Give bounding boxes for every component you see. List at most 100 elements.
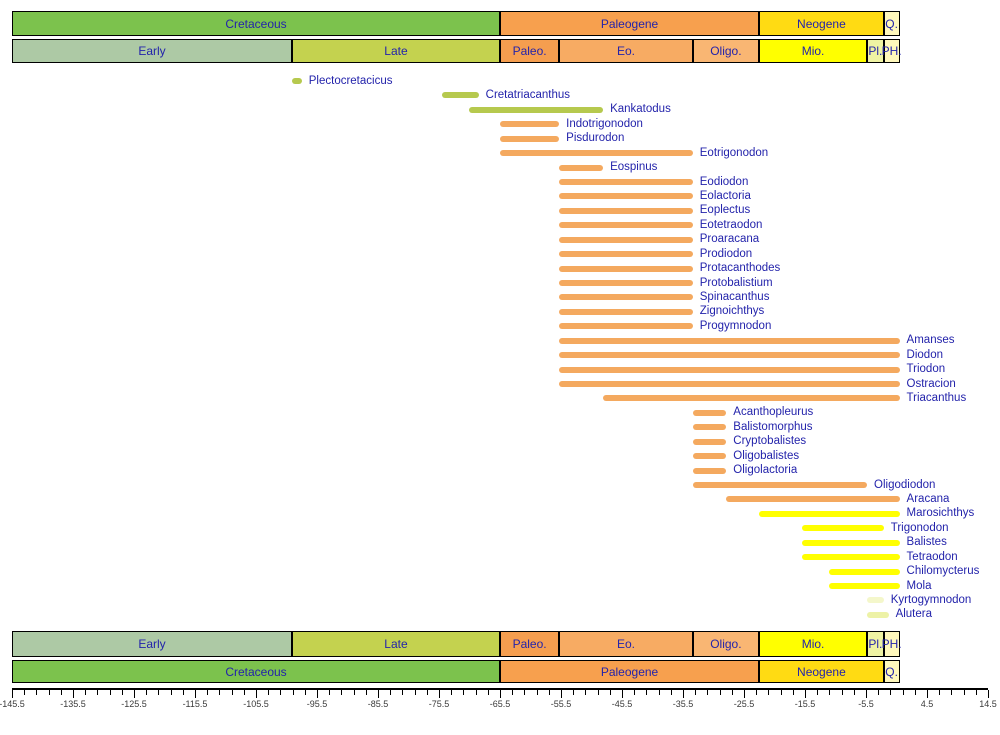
axis-minor-tick (939, 690, 941, 695)
period-cell-neogene: Neogene (759, 660, 884, 683)
axis-minor-tick (182, 690, 184, 695)
axis-minor-tick (292, 690, 294, 695)
axis-tick-label: -105.5 (243, 699, 269, 709)
taxon-range-bar-oligodiodon (692, 482, 867, 489)
axis-minor-tick (890, 690, 892, 695)
axis-minor-tick (878, 690, 880, 695)
epoch-cell-paleo: Paleo. (500, 631, 560, 657)
axis-minor-tick (548, 690, 550, 695)
axis-tick-label: -5.5 (858, 699, 874, 709)
axis-major-tick (256, 690, 257, 698)
taxon-label-balistes: Balistes (906, 536, 947, 549)
axis-minor-tick (646, 690, 648, 695)
axis-minor-tick (853, 690, 855, 695)
epoch-cell-late: Late (291, 631, 500, 657)
epoch-label: Early (138, 44, 166, 58)
axis-minor-tick (524, 690, 526, 695)
taxon-label-oligolactoria: Oligolactoria (733, 464, 798, 477)
epoch-label: Mio. (801, 637, 825, 651)
taxon-label-aracana: Aracana (906, 492, 950, 505)
axis-minor-tick (365, 690, 367, 695)
epoch-cell-ph: PH. (882, 631, 902, 657)
epoch-cell-late: Late (291, 39, 500, 63)
axis-minor-tick (841, 690, 843, 695)
axis-major-tick (378, 690, 379, 698)
axis-tick-label: -65.5 (489, 699, 511, 709)
axis-minor-tick (426, 690, 428, 695)
taxon-range-bar-aracana (726, 496, 900, 503)
taxon-label-acanthopleurus: Acanthopleurus (733, 406, 814, 419)
period-label: Cretaceous (225, 664, 287, 679)
axis-major-tick (866, 690, 867, 698)
taxon-label-tetraodon: Tetraodon (906, 550, 958, 563)
taxon-range-bar-protobalistium (559, 280, 693, 287)
axis-major-tick (195, 690, 196, 698)
axis-minor-tick (341, 690, 343, 695)
taxon-range-bar-balistes (801, 539, 900, 546)
axis-major-tick (12, 690, 13, 698)
taxon-label-spinacanthus: Spinacanthus (699, 290, 770, 303)
epoch-label: Eo. (616, 44, 635, 58)
taxon-label-eotrigonodon: Eotrigonodon (699, 146, 769, 159)
epoch-label: Oligo. (710, 637, 742, 651)
taxon-label-diodon: Diodon (906, 348, 943, 361)
taxon-range-bar-oligolactoria (692, 467, 727, 474)
taxon-range-bar-prodiodon (559, 251, 693, 258)
axis-major-tick (927, 690, 928, 698)
taxon-label-marosichthys: Marosichthys (906, 507, 975, 520)
period-label: Neogene (797, 664, 846, 679)
epoch-label: Paleo. (512, 637, 547, 651)
axis-minor-tick (487, 690, 489, 695)
axis-minor-tick (817, 690, 819, 695)
axis-major-tick (439, 690, 440, 698)
axis-major-tick (73, 690, 74, 698)
axis-minor-tick (268, 690, 270, 695)
axis-major-tick (683, 690, 684, 698)
taxon-label-prodiodon: Prodiodon (699, 247, 753, 260)
epoch-cell-oligo: Oligo. (692, 631, 760, 657)
axis-minor-tick (121, 690, 123, 695)
taxon-label-trigonodon: Trigonodon (890, 521, 949, 534)
epoch-cell-early: Early (12, 39, 292, 63)
axis-minor-tick (231, 690, 233, 695)
axis-tick-label: -25.5 (733, 699, 755, 709)
taxon-label-mola: Mola (906, 579, 932, 592)
epoch-cell-mio: Mio. (759, 39, 868, 63)
taxon-label-kyrtogymnodon: Kyrtogymnodon (890, 593, 972, 606)
period-cell-paleogene: Paleogene (500, 11, 760, 36)
axis-minor-tick (207, 690, 209, 695)
epoch-cell-eo: Eo. (559, 631, 693, 657)
epoch-label: Paleo. (512, 44, 547, 58)
axis-minor-tick (573, 690, 575, 695)
axis-minor-tick (707, 690, 709, 695)
axis-tick-label: -125.5 (121, 699, 147, 709)
axis-minor-tick (36, 690, 38, 695)
axis-tick-label: -45.5 (611, 699, 633, 709)
epoch-cell-early: Early (12, 631, 292, 657)
axis-minor-tick (451, 690, 453, 695)
axis-major-tick (744, 690, 745, 698)
period-cell-q: Q. (883, 11, 900, 36)
taxon-range-bar-zignoichthys (559, 308, 693, 315)
axis-minor-tick (24, 690, 26, 695)
taxon-range-bar-spinacanthus (559, 294, 693, 301)
top-epoch-band: Early Late Paleo. Eo. Oligo. Mio. Pl. PH. (0, 39, 1000, 63)
axis-minor-tick (158, 690, 160, 695)
period-cell-q: Q. (883, 660, 900, 683)
taxon-range-bar-protacanthodes (559, 265, 693, 272)
period-cell-cretaceous: Cretaceous (12, 660, 500, 683)
axis-minor-tick (731, 690, 733, 695)
axis-minor-tick (329, 690, 331, 695)
taxon-label-triacanthus: Triacanthus (906, 391, 967, 404)
taxon-label-balistomorphus: Balistomorphus (733, 420, 813, 433)
axis-minor-tick (97, 690, 99, 695)
axis-minor-tick (902, 690, 904, 695)
axis-minor-tick (719, 690, 721, 695)
axis-minor-tick (768, 690, 770, 695)
axis-minor-tick (536, 690, 538, 695)
axis-minor-tick (219, 690, 221, 695)
taxon-range-bar-acanthopleurus (692, 409, 727, 416)
period-label: Neogene (797, 16, 846, 31)
period-label: Cretaceous (225, 16, 287, 31)
axis-minor-tick (414, 690, 416, 695)
